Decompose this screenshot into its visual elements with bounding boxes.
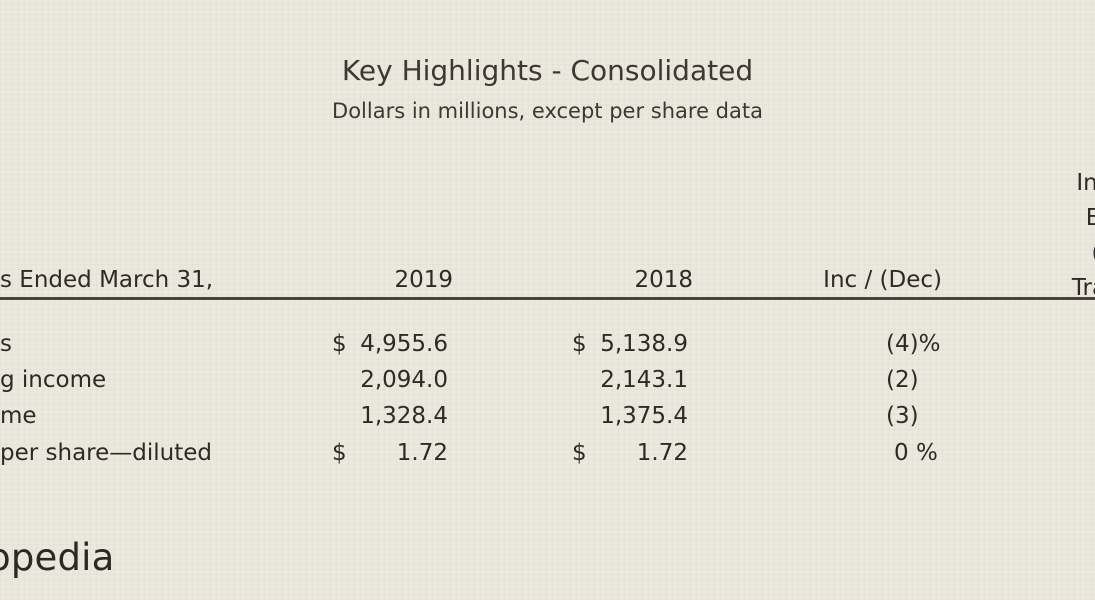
row-label: me: [0, 403, 37, 429]
side-header-line: (: [1054, 236, 1095, 271]
side-header-line: Tra: [1071, 275, 1095, 301]
value-2019: 1.72: [396, 440, 448, 466]
header-divider: [0, 297, 1095, 300]
dollar-sign: $: [332, 331, 347, 357]
dollar-sign: $: [332, 440, 347, 466]
page-title: Key Highlights - Consolidated: [341, 54, 754, 87]
side-column-header: In E ( Tra: [1058, 166, 1095, 306]
change-value: (4)%: [886, 331, 941, 357]
side-header-line: In: [1076, 170, 1095, 196]
header-2018: 2018: [634, 267, 693, 293]
dollar-sign: $: [572, 331, 587, 357]
header-inc-dec: Inc / (Dec): [823, 267, 942, 293]
value-2018: 1.72: [636, 440, 688, 466]
value-2018: 5,138.9: [600, 331, 688, 357]
change-value: (2): [886, 367, 919, 393]
value-2019: 4,955.6: [360, 331, 448, 357]
change-value: 0 %: [894, 440, 938, 466]
page-subtitle: Dollars in millions, except per share da…: [332, 99, 763, 123]
value-2019: 2,094.0: [360, 367, 448, 393]
dollar-sign: $: [572, 440, 587, 466]
value-2018: 1,375.4: [600, 403, 688, 429]
header-2019: 2019: [394, 267, 453, 293]
row-label: per share—diluted: [0, 440, 212, 466]
value-2019: 1,328.4: [360, 403, 448, 429]
change-value: (3): [886, 403, 919, 429]
header-label: s Ended March 31,: [0, 267, 214, 293]
brand-logo: opedia: [0, 536, 115, 579]
row-label: g income: [0, 367, 107, 393]
side-header-line: E: [1085, 205, 1095, 231]
row-label: s: [0, 331, 12, 357]
value-2018: 2,143.1: [600, 367, 688, 393]
